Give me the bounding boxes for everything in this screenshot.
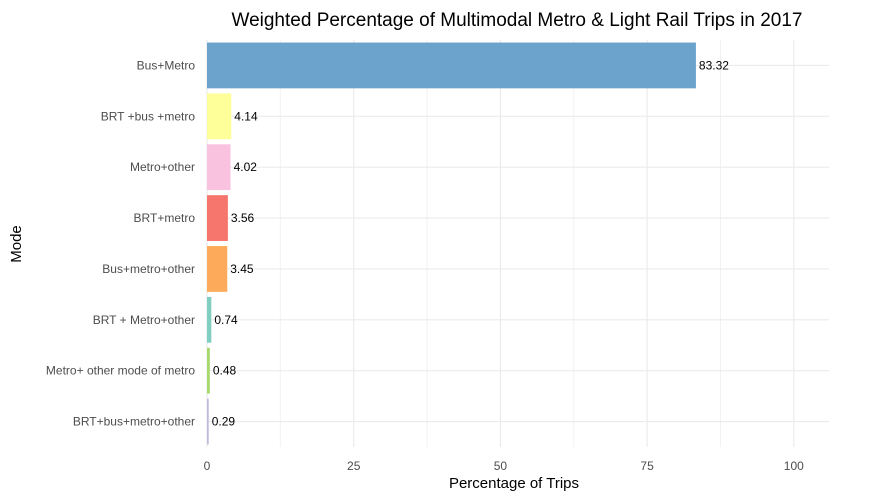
y-axis-title: Mode	[8, 225, 25, 263]
bar	[207, 398, 209, 445]
bar	[207, 93, 232, 140]
value-label: 0.29	[212, 415, 236, 429]
x-tick-label: 0	[204, 459, 211, 473]
bar	[207, 42, 696, 89]
bar	[207, 144, 231, 191]
y-tick-label: BRT +bus +metro	[101, 109, 196, 123]
y-tick-label: Bus+Metro	[137, 58, 196, 72]
x-axis-title: Percentage of Trips	[449, 475, 579, 492]
value-label: 83.32	[699, 58, 729, 72]
value-label: 3.56	[231, 211, 255, 225]
y-tick-label: Bus+metro+other	[102, 262, 195, 276]
x-tick-label: 100	[784, 459, 804, 473]
y-tick-label: BRT+metro	[134, 211, 196, 225]
y-tick-label: Metro+ other mode of metro	[46, 364, 195, 378]
bar	[207, 246, 228, 292]
grid-layer	[206, 40, 829, 447]
y-tick-label: BRT + Metro+other	[93, 313, 195, 327]
chart-title: Weighted Percentage of Multimodal Metro …	[231, 10, 802, 31]
value-label: 3.45	[230, 262, 254, 276]
x-tick-label: 25	[347, 459, 361, 473]
value-label: 4.02	[234, 160, 258, 174]
value-label: 0.74	[214, 313, 238, 327]
bar	[207, 347, 210, 394]
bar	[207, 296, 212, 343]
y-tick-label: BRT+bus+metro+other	[73, 415, 195, 429]
value-label: 0.48	[213, 364, 237, 378]
y-tick-label: Metro+other	[130, 160, 195, 174]
x-tick-label: 50	[494, 459, 508, 473]
x-tick-label: 75	[640, 459, 654, 473]
bar-layer	[207, 42, 696, 445]
value-label: 4.14	[234, 109, 258, 123]
bar	[207, 195, 228, 241]
label-layer: 0 25 50 75 100 Bus+Metro 83.32 BRT +bus +metro 4…	[46, 58, 804, 473]
